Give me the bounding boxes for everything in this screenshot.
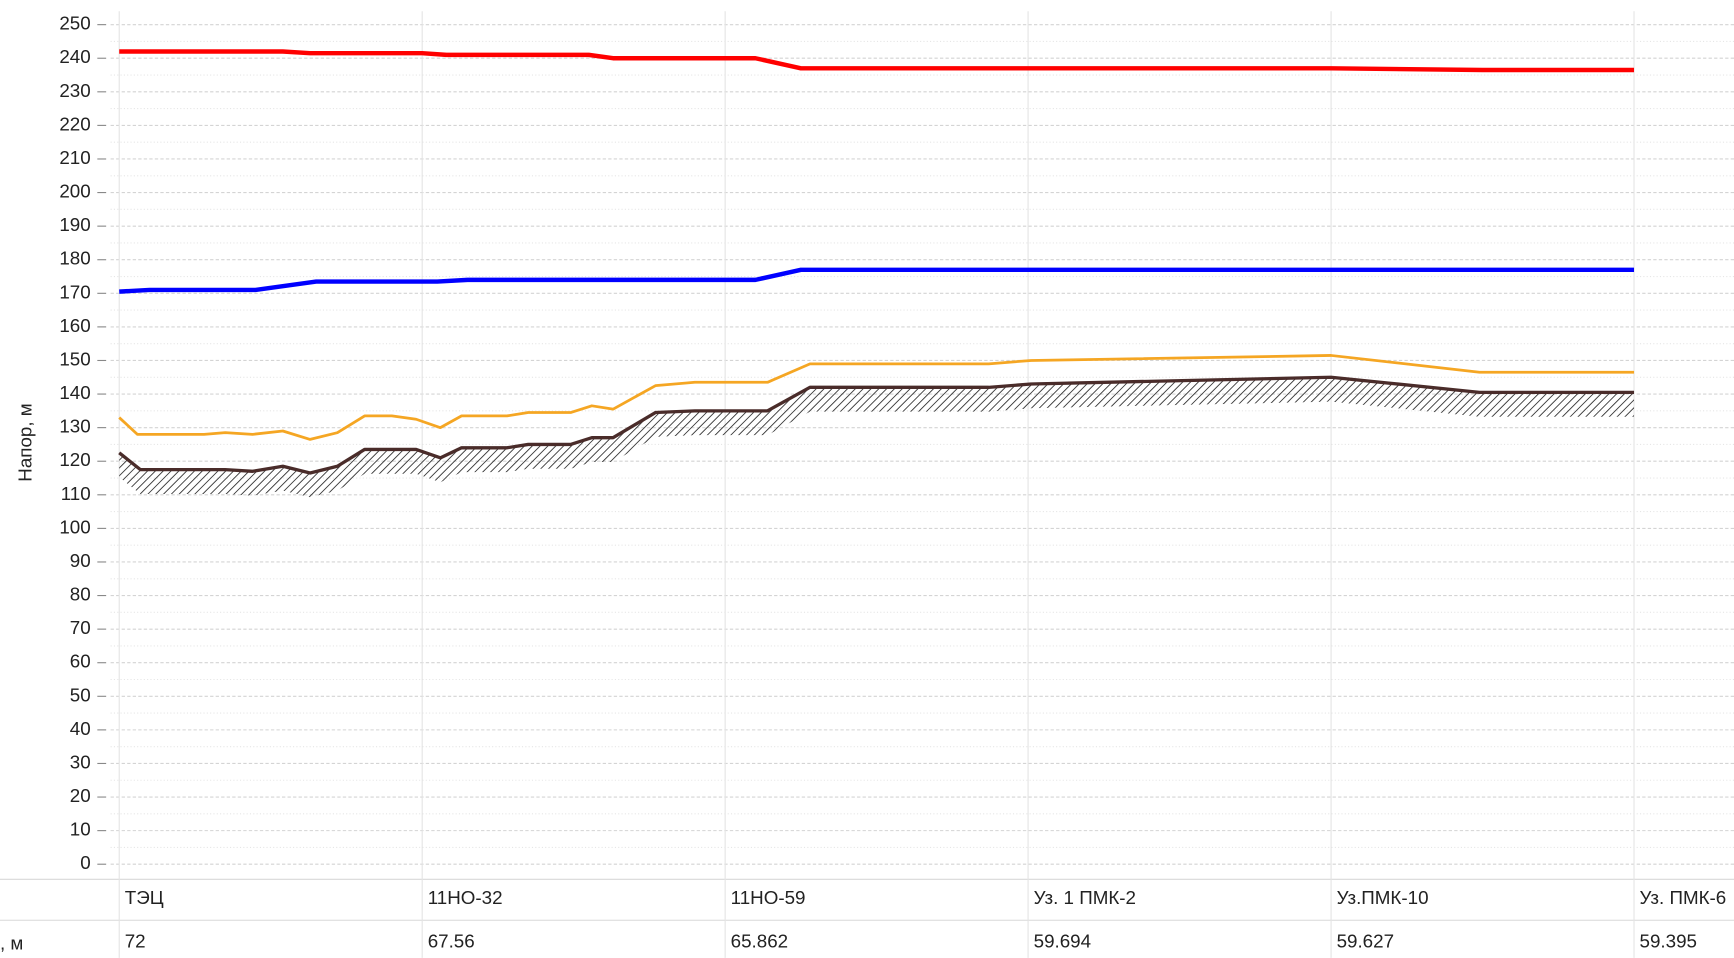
y-tick-label: 110 — [61, 483, 91, 504]
y-tick-label: 10 — [70, 819, 91, 840]
y-tick-label: 0 — [80, 852, 90, 873]
y-tick-label: 200 — [59, 181, 90, 202]
y-tick-label: 40 — [70, 718, 91, 739]
y-tick-label: 210 — [59, 147, 90, 168]
y-tick-label: 160 — [59, 315, 90, 336]
x-tick-label: Уз. ПМК-6 — [1640, 887, 1727, 908]
x-tick-label: Уз. 1 ПМК-2 — [1034, 887, 1136, 908]
y-tick-label: 100 — [59, 516, 90, 537]
y-tick-label: 60 — [70, 651, 91, 672]
y-tick-label: 180 — [59, 248, 90, 269]
x-tick-label: 11НО-32 — [428, 887, 503, 908]
y-tick-label: 140 — [59, 382, 90, 403]
series-line — [118, 375, 1635, 475]
elevation: 72 — [125, 930, 146, 951]
x-tick-label: 11НО-59 — [731, 887, 806, 908]
y-tick-label: 80 — [70, 584, 91, 605]
series-line — [119, 267, 1635, 294]
x-tick-label: ТЭЦ — [125, 887, 164, 908]
y-tick-label: 50 — [70, 684, 91, 705]
y-axis-label: Напор, м — [15, 403, 36, 481]
elevation: 67.56 — [428, 930, 475, 951]
y-tick-label: 130 — [59, 416, 90, 437]
y-tick-label: 190 — [59, 214, 90, 235]
x-tick-label: Уз.ПМК-10 — [1337, 887, 1429, 908]
y-tick-label: 240 — [59, 46, 90, 67]
y-tick-label: 220 — [59, 113, 90, 134]
elevation: 59.395 — [1640, 930, 1697, 951]
row-label: , м — [0, 933, 23, 954]
y-tick-label: 20 — [70, 785, 91, 806]
y-tick-label: 250 — [59, 13, 90, 34]
y-tick-label: 90 — [70, 550, 91, 571]
elevation: 65.862 — [731, 930, 788, 951]
series-line — [118, 354, 1635, 441]
series-line — [119, 49, 1635, 73]
y-tick-label: 70 — [70, 617, 91, 638]
y-tick-label: 230 — [59, 80, 90, 101]
ground-hatch — [119, 377, 1635, 498]
y-tick-label: 150 — [59, 348, 90, 369]
y-tick-label: 170 — [59, 281, 90, 302]
y-tick-label: 30 — [70, 751, 91, 772]
elevation: 59.694 — [1034, 930, 1091, 951]
y-tick-label: 120 — [59, 449, 90, 470]
elevation: 59.627 — [1337, 930, 1394, 951]
